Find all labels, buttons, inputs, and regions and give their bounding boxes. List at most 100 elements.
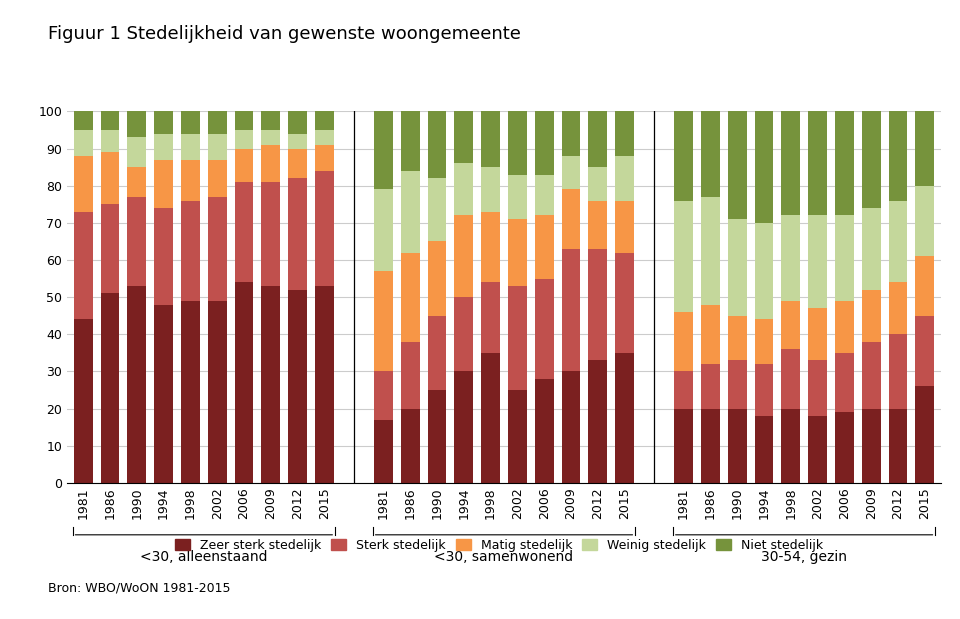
Bar	[261, 286, 280, 483]
Bar	[481, 353, 500, 483]
Bar	[701, 409, 720, 483]
Bar	[808, 360, 827, 416]
Bar	[427, 241, 446, 316]
Bar	[234, 282, 253, 483]
Bar	[74, 212, 93, 319]
Bar	[427, 178, 446, 241]
Bar	[155, 208, 173, 305]
Bar	[535, 379, 554, 483]
Bar	[401, 342, 420, 409]
Bar	[374, 111, 393, 189]
Bar	[535, 111, 554, 175]
Bar	[208, 160, 227, 197]
Bar	[155, 160, 173, 208]
Bar	[862, 342, 880, 409]
Bar	[181, 301, 200, 483]
Bar	[74, 319, 93, 483]
Bar	[562, 249, 581, 371]
Bar	[889, 409, 907, 483]
Bar	[728, 409, 747, 483]
Bar	[401, 253, 420, 342]
Bar	[862, 111, 880, 208]
Bar	[315, 171, 334, 286]
Bar	[481, 212, 500, 282]
Bar	[889, 201, 907, 282]
Bar	[781, 409, 800, 483]
Bar	[155, 134, 173, 160]
Bar	[755, 319, 774, 364]
Bar	[915, 186, 934, 256]
Bar	[808, 308, 827, 360]
Bar	[535, 215, 554, 279]
Bar	[401, 409, 420, 483]
Bar	[674, 409, 693, 483]
Bar	[181, 201, 200, 301]
Bar	[588, 360, 607, 483]
Bar	[261, 182, 280, 286]
Bar	[508, 175, 527, 219]
Bar	[889, 111, 907, 201]
Bar	[374, 189, 393, 271]
Bar	[481, 111, 500, 167]
Bar	[808, 111, 827, 215]
Bar	[374, 371, 393, 420]
Bar	[288, 111, 307, 134]
Bar	[915, 111, 934, 186]
Bar	[181, 160, 200, 201]
Bar	[234, 111, 253, 130]
Text: <30, alleenstaand: <30, alleenstaand	[140, 550, 268, 564]
Bar	[454, 111, 473, 163]
Bar	[427, 111, 446, 178]
Bar	[427, 316, 446, 390]
Bar	[315, 145, 334, 171]
Bar	[588, 201, 607, 249]
Bar	[889, 334, 907, 409]
Bar	[401, 171, 420, 253]
Bar	[588, 111, 607, 167]
Bar	[728, 111, 747, 219]
Bar	[288, 149, 307, 178]
Bar	[615, 111, 634, 156]
Text: Figuur 1 Stedelijkheid van gewenste woongemeente: Figuur 1 Stedelijkheid van gewenste woon…	[48, 25, 521, 43]
Bar	[481, 167, 500, 212]
Bar	[288, 134, 307, 149]
Bar	[155, 305, 173, 483]
Bar	[755, 416, 774, 483]
Bar	[128, 111, 146, 137]
Bar	[562, 156, 581, 189]
Bar	[288, 290, 307, 483]
Bar	[101, 293, 119, 483]
Bar	[454, 297, 473, 371]
Bar	[315, 111, 334, 130]
Bar	[454, 371, 473, 483]
Bar	[781, 215, 800, 301]
Bar	[835, 353, 853, 412]
Bar	[261, 130, 280, 145]
Bar	[915, 316, 934, 386]
Bar	[562, 189, 581, 249]
Bar	[315, 130, 334, 145]
Bar	[728, 360, 747, 409]
Bar	[615, 353, 634, 483]
Bar	[781, 349, 800, 409]
Bar	[781, 111, 800, 215]
Bar	[74, 130, 93, 156]
Bar	[862, 409, 880, 483]
Bar	[728, 219, 747, 316]
Bar	[427, 390, 446, 483]
Text: Bron: WBO/WoON 1981-2015: Bron: WBO/WoON 1981-2015	[48, 581, 230, 594]
Bar	[288, 178, 307, 290]
Bar	[454, 215, 473, 297]
Bar	[208, 111, 227, 134]
Bar	[535, 175, 554, 215]
Bar	[208, 301, 227, 483]
Bar	[915, 386, 934, 483]
Bar	[481, 282, 500, 353]
Bar	[74, 156, 93, 212]
Bar	[588, 167, 607, 201]
Bar	[234, 149, 253, 182]
Bar	[615, 156, 634, 201]
Bar	[128, 137, 146, 167]
Bar	[674, 201, 693, 312]
Bar	[128, 286, 146, 483]
